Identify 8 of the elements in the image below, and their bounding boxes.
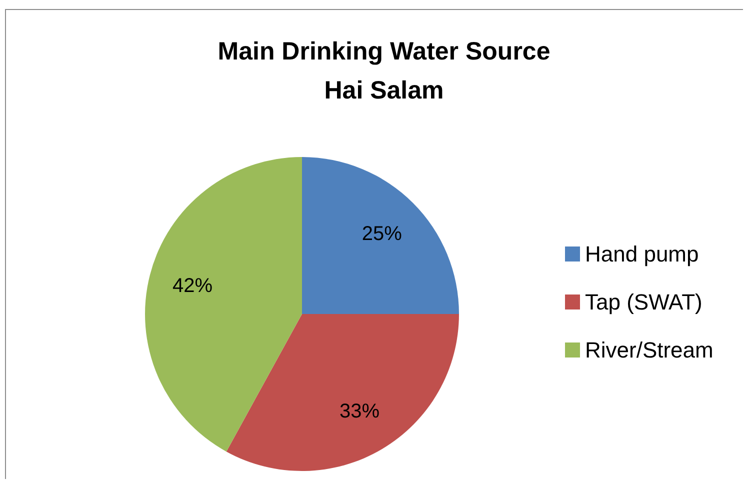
data-label: 42%	[172, 274, 213, 297]
data-label: 25%	[362, 223, 402, 246]
legend-label: Hand pump	[585, 242, 699, 266]
chart-title: Main Drinking Water Source	[218, 38, 550, 66]
legend-label: Tap (SWAT)	[585, 290, 702, 314]
chart-subtitle: Hai Salam	[324, 76, 444, 104]
legend-label: River/Stream	[585, 338, 714, 362]
data-label: 33%	[340, 400, 380, 422]
